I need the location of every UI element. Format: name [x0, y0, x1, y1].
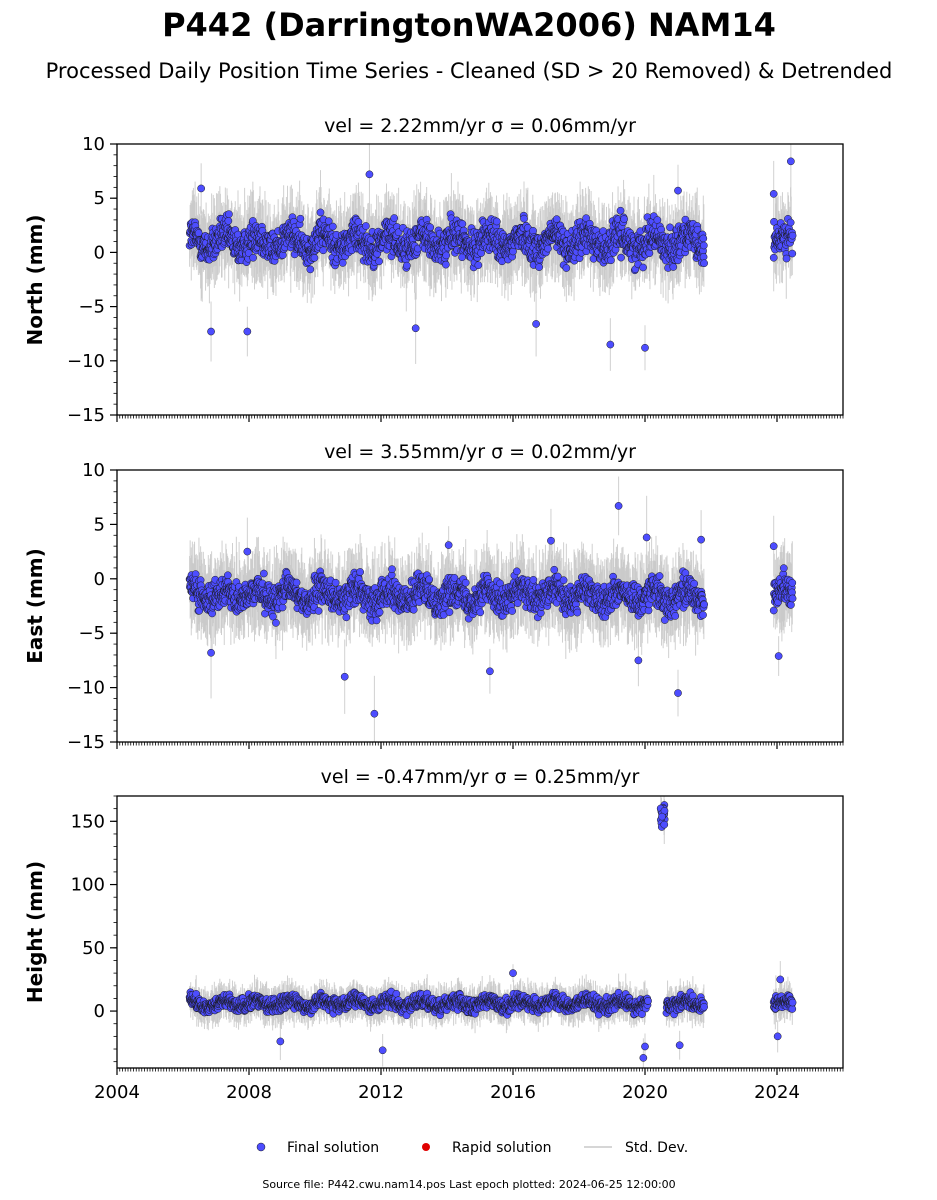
y-tick-label: 10	[82, 134, 105, 155]
data-point	[769, 190, 778, 198]
data-point	[260, 569, 268, 578]
data-point	[653, 216, 662, 224]
data-point	[197, 184, 205, 193]
y-tick-label: −15	[67, 405, 105, 426]
data-point	[225, 210, 233, 219]
data-point	[194, 229, 203, 237]
data-point	[529, 226, 537, 235]
data-point	[249, 253, 257, 262]
data-point	[292, 578, 301, 587]
data-point	[669, 263, 678, 271]
data-point	[769, 253, 778, 262]
y-tick-label: 0	[94, 242, 105, 263]
y-tick-label: −10	[67, 351, 105, 372]
panel-north-frame	[116, 143, 844, 416]
data-point	[207, 327, 215, 336]
data-point	[509, 247, 517, 256]
data-point	[474, 261, 483, 270]
data-point	[700, 259, 708, 268]
data-point	[375, 257, 383, 266]
panel-east-title: vel = 3.55mm/yr σ = 0.02mm/yr	[324, 441, 636, 463]
data-point	[532, 320, 540, 328]
data-point	[607, 256, 615, 265]
data-point	[331, 578, 340, 587]
data-point	[699, 234, 708, 243]
data-point	[442, 251, 451, 260]
data-point	[788, 231, 797, 240]
data-point	[645, 249, 654, 258]
data-point	[375, 608, 384, 617]
data-point	[390, 214, 399, 222]
data-point	[316, 208, 325, 217]
data-point	[403, 261, 411, 270]
data-point	[342, 613, 351, 622]
data-point	[535, 263, 543, 271]
data-point	[442, 260, 450, 269]
panel-east: vel = 3.55mm/yr σ = 0.02mm/yr East (mm) …	[23, 441, 844, 753]
data-point	[639, 263, 647, 272]
data-point	[520, 214, 528, 223]
data-point	[356, 568, 364, 576]
data-point	[329, 222, 337, 231]
data-point	[319, 246, 328, 255]
data-point	[552, 215, 561, 223]
figure-title: P442 (DarringtonWA2006) NAM14	[162, 6, 776, 44]
data-point	[296, 214, 305, 223]
data-point	[641, 343, 649, 352]
data-point	[362, 222, 370, 230]
y-tick-label: −5	[78, 297, 105, 318]
data-point	[306, 265, 315, 274]
data-point	[616, 206, 625, 215]
y-tick-label: 5	[94, 188, 105, 209]
data-point	[620, 215, 628, 223]
data-point	[544, 244, 552, 253]
data-point	[786, 218, 795, 227]
data-point	[278, 603, 287, 612]
data-point	[338, 259, 347, 267]
data-point	[782, 254, 791, 263]
data-point	[272, 619, 280, 627]
panel-east-ylabel: East (mm)	[23, 548, 47, 664]
data-point	[458, 220, 467, 228]
data-point	[606, 340, 615, 349]
panel-north: vel = 2.22mm/yr σ = 0.06mm/yr North (mm)…	[23, 115, 844, 426]
data-point	[243, 327, 252, 336]
data-point	[223, 571, 232, 580]
data-point	[699, 253, 708, 261]
panel-north-title: vel = 2.22mm/yr σ = 0.06mm/yr	[324, 115, 636, 137]
data-point	[310, 254, 319, 262]
data-point	[388, 565, 396, 574]
data-point	[411, 324, 420, 333]
data-point	[674, 186, 682, 195]
figure-subtitle: Processed Daily Position Time Series - C…	[46, 59, 893, 83]
panel-north-ylabel: North (mm)	[23, 214, 47, 345]
data-point	[372, 616, 381, 625]
data-point	[788, 249, 797, 258]
data-point	[700, 241, 708, 250]
data-point	[224, 217, 233, 225]
data-point	[365, 170, 374, 179]
data-point	[492, 217, 501, 226]
data-point	[562, 264, 571, 272]
data-point	[787, 157, 795, 166]
data-point	[314, 607, 323, 615]
data-point	[426, 223, 435, 232]
data-point	[617, 253, 625, 262]
